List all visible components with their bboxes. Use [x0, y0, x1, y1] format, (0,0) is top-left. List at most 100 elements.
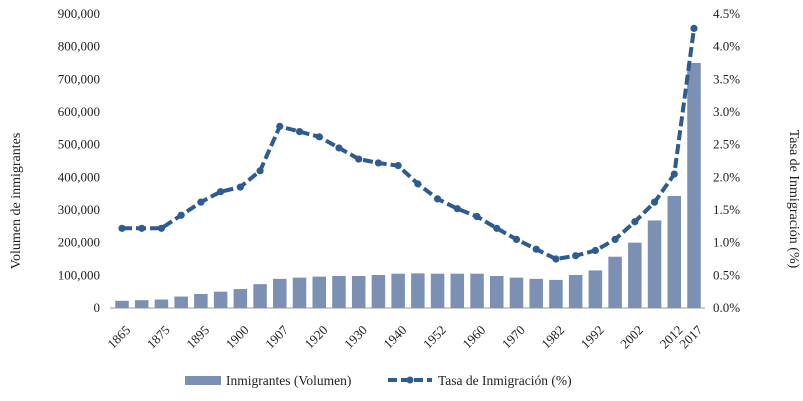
line-series [118, 24, 698, 263]
legend-swatch-bars [185, 376, 221, 385]
rate-point [453, 205, 461, 213]
legend-swatch-marker [406, 376, 414, 384]
rate-point [335, 144, 343, 152]
x-tick-label: 1960 [459, 322, 488, 351]
rate-point [690, 24, 698, 32]
right-tick-label: 4.0% [713, 39, 740, 54]
bar [134, 300, 149, 308]
bar [391, 273, 405, 308]
rate-point [197, 198, 205, 206]
x-tick-label: 1865 [104, 322, 133, 351]
rate-point [394, 161, 402, 170]
bar [233, 289, 248, 308]
rate-point [414, 180, 422, 188]
rate-point [512, 235, 521, 243]
bar [115, 300, 129, 308]
left-tick-label: 700,000 [58, 71, 100, 86]
x-tick-label: 1992 [578, 322, 607, 351]
bar [568, 275, 583, 308]
bar [430, 273, 445, 308]
rate-point [276, 122, 284, 130]
rate-point [493, 224, 501, 232]
left-tick-label: 200,000 [58, 235, 100, 250]
right-tick-label: 3.5% [713, 71, 740, 86]
rate-point [670, 170, 678, 178]
bar [667, 195, 682, 308]
rate-point [572, 252, 580, 260]
rate-point [236, 183, 244, 191]
rate-point [177, 211, 185, 219]
right-tick-label: 2.5% [713, 137, 740, 152]
bar-series [115, 63, 701, 308]
x-tick-label: 2002 [617, 322, 646, 351]
left-tick-label: 300,000 [58, 202, 100, 217]
bar [411, 273, 425, 308]
rate-point [374, 159, 383, 167]
right-tick-label: 1.0% [713, 235, 740, 250]
rate-point [552, 255, 560, 263]
bar [470, 273, 484, 308]
bar [174, 296, 188, 308]
rate-point [473, 212, 481, 221]
rate-point [217, 188, 225, 196]
bar [351, 275, 366, 308]
x-tick-label: 1940 [380, 322, 409, 351]
right-tick-label: 4.5% [713, 6, 740, 21]
x-tick-label: 1875 [144, 322, 173, 351]
bar [332, 275, 346, 308]
left-tick-label: 800,000 [58, 39, 100, 54]
left-tick-label: 900,000 [58, 6, 100, 21]
rate-point [631, 218, 639, 226]
bar [549, 279, 563, 308]
rate-point [138, 224, 146, 232]
right-tick-label: 0.5% [713, 267, 740, 282]
right-axis-title: Tasa de Inmigración (%) [786, 130, 801, 269]
bar [490, 275, 504, 308]
x-tick-label: 1920 [302, 322, 331, 351]
rate-point [650, 198, 659, 206]
right-tick-label: 0.0% [713, 300, 740, 315]
bar [588, 270, 603, 308]
x-tick-label: 1982 [538, 322, 567, 351]
rate-point [355, 155, 363, 163]
x-axis-ticks: 1865 1875 1895 1900 1907 1920 1930 1940 1952 1960… [104, 322, 705, 351]
right-tick-label: 3.0% [713, 104, 740, 119]
rate-point [591, 246, 599, 255]
legend-label-bars: Inmigrantes (Volumen) [226, 373, 351, 388]
rate-point [532, 245, 540, 253]
legend-label-line: Tasa de Inmigración (%) [438, 373, 572, 388]
x-tick-label: 1952 [420, 322, 449, 351]
right-tick-label: 2.0% [713, 169, 740, 184]
x-tick-label: 1970 [499, 322, 528, 351]
bar [608, 256, 622, 308]
rate-point [256, 167, 264, 175]
chart-legend: Inmigrantes (Volumen) Tasa de Inmigració… [185, 373, 572, 388]
bar [312, 276, 326, 308]
right-axis-ticks: 0.0% 0.5% 1.0% 1.5% 2.0% 2.5% 3.0% 3.5% 4.0% 4.5% [713, 6, 740, 315]
rate-point [157, 224, 166, 232]
x-tick-label: 1907 [262, 322, 291, 351]
left-tick-label: 500,000 [58, 137, 100, 152]
bar [647, 220, 662, 308]
bar [253, 284, 267, 308]
bar [371, 275, 386, 308]
rate-point [433, 195, 442, 203]
bar [450, 273, 465, 308]
rate-point [611, 235, 619, 243]
bar [213, 291, 228, 308]
bar [529, 278, 543, 308]
right-tick-label: 1.5% [713, 202, 740, 217]
x-tick-label: 1930 [341, 322, 370, 351]
bar [292, 277, 307, 308]
bar [628, 242, 642, 308]
x-tick-label: 1900 [223, 322, 252, 351]
rate-line [122, 28, 696, 261]
x-tick-label: 1895 [183, 322, 212, 351]
left-axis-title: Volumen de inmigrantes [9, 133, 24, 270]
bar [273, 278, 287, 308]
left-tick-label: 600,000 [58, 104, 100, 119]
bar [194, 293, 208, 308]
rate-point [118, 224, 126, 232]
left-tick-label: 400,000 [58, 169, 100, 184]
